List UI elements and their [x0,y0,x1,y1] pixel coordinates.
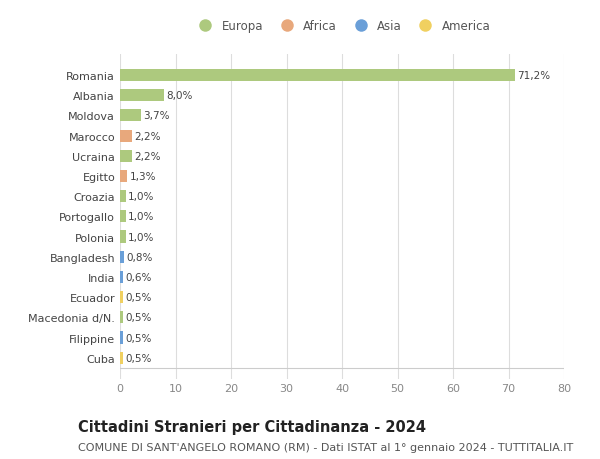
Text: 3,7%: 3,7% [143,111,169,121]
Text: 0,5%: 0,5% [125,313,151,323]
Bar [120,190,125,203]
Bar [120,211,125,223]
Legend: Europa, Africa, Asia, America: Europa, Africa, Asia, America [188,16,496,38]
Text: 1,0%: 1,0% [128,192,154,202]
Text: 2,2%: 2,2% [134,131,161,141]
Text: 2,2%: 2,2% [134,151,161,162]
Text: 0,8%: 0,8% [127,252,153,262]
Bar [120,291,123,303]
Bar [120,110,140,122]
Text: 0,5%: 0,5% [125,353,151,363]
Bar [120,332,123,344]
Bar [120,312,123,324]
Bar [120,130,132,142]
Text: 71,2%: 71,2% [517,71,551,81]
Text: COMUNE DI SANT'ANGELO ROMANO (RM) - Dati ISTAT al 1° gennaio 2024 - TUTTITALIA.I: COMUNE DI SANT'ANGELO ROMANO (RM) - Dati… [78,442,573,452]
Text: 8,0%: 8,0% [167,91,193,101]
Bar [120,231,125,243]
Text: 0,5%: 0,5% [125,292,151,302]
Bar [120,251,124,263]
Text: 0,5%: 0,5% [125,333,151,343]
Bar [120,90,164,102]
Text: Cittadini Stranieri per Cittadinanza - 2024: Cittadini Stranieri per Cittadinanza - 2… [78,419,426,434]
Bar [120,271,124,283]
Bar [120,151,132,162]
Text: 1,3%: 1,3% [130,172,156,182]
Text: 1,0%: 1,0% [128,212,154,222]
Bar [120,352,123,364]
Text: 1,0%: 1,0% [128,232,154,242]
Bar [120,171,127,183]
Bar [120,70,515,82]
Text: 0,6%: 0,6% [125,272,152,282]
